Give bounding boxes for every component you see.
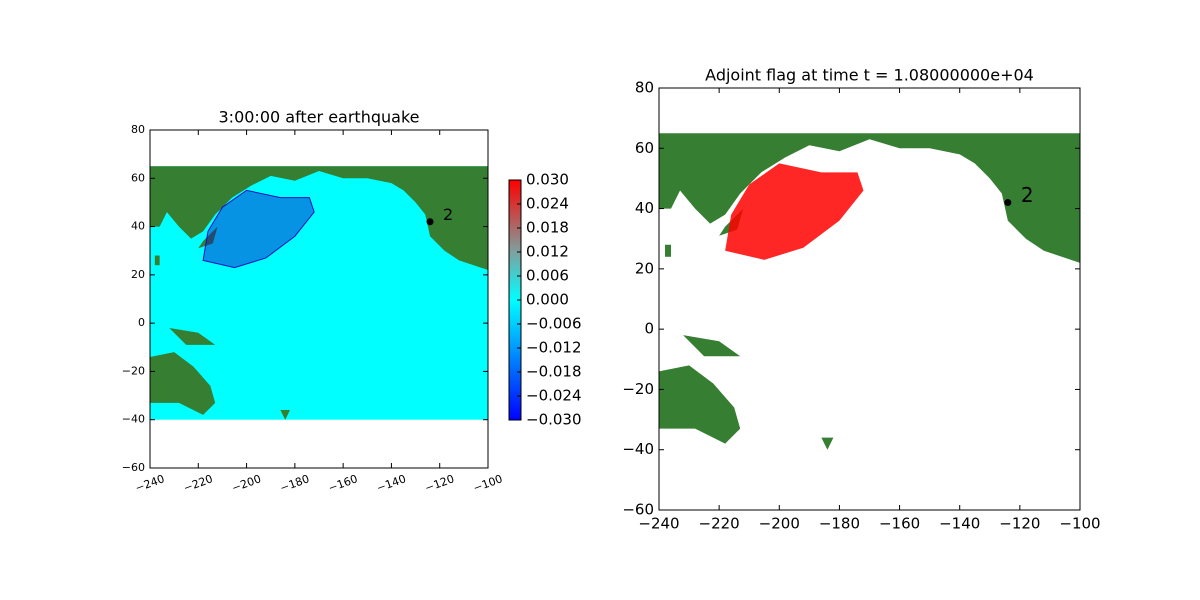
land xyxy=(150,352,216,415)
x-tick-label: −160 xyxy=(879,515,920,533)
colorbar-tick-label: −0.012 xyxy=(526,339,582,357)
wave-front xyxy=(202,189,315,269)
colorbar-tick-label: −0.024 xyxy=(526,387,582,405)
chart-title: Adjoint flag at time t = 1.08000000e+04 xyxy=(705,66,1034,85)
y-tick-label: −60 xyxy=(122,461,145,474)
y-tick-label: 40 xyxy=(635,199,654,217)
colorbar-tick-label: 0.018 xyxy=(526,219,569,237)
x-tick-label: −220 xyxy=(182,472,215,495)
land xyxy=(169,327,216,345)
land xyxy=(154,255,160,266)
land xyxy=(659,365,741,444)
plot-area xyxy=(659,133,1080,450)
chart-title: 3:00:00 after earthquake xyxy=(219,108,420,127)
x-tick-label: −140 xyxy=(939,515,980,533)
y-tick-label: 80 xyxy=(635,79,654,97)
y-tick-label: −40 xyxy=(122,413,145,426)
y-tick-label: −60 xyxy=(622,501,654,519)
land xyxy=(280,410,291,420)
gauge-label: 2 xyxy=(1021,183,1034,207)
x-tick-label: −100 xyxy=(1059,515,1100,533)
gauge xyxy=(1004,199,1012,207)
x-tick-label: −240 xyxy=(638,515,679,533)
colorbar-tick-label: 0.024 xyxy=(526,195,569,213)
y-tick-label: 20 xyxy=(131,268,145,281)
land xyxy=(665,244,672,257)
colorbar-tick-label: −0.006 xyxy=(526,315,582,333)
axes-frame xyxy=(658,87,1081,511)
y-tick-label: 20 xyxy=(635,259,654,277)
x-tick-label: −160 xyxy=(327,472,360,495)
land xyxy=(683,335,741,357)
land xyxy=(198,226,218,249)
y-tick-label: 40 xyxy=(131,220,145,233)
colorbar-tick-label: 0.006 xyxy=(526,267,569,285)
x-tick-label: −220 xyxy=(699,515,740,533)
y-tick-label: 0 xyxy=(644,320,654,338)
y-tick-label: −40 xyxy=(622,440,654,458)
x-tick-label: −120 xyxy=(423,472,456,495)
x-tick-label: −140 xyxy=(375,472,408,495)
x-tick-label: −180 xyxy=(819,515,860,533)
y-tick-label: 0 xyxy=(138,316,145,329)
colorbar-tick-label: −0.030 xyxy=(526,411,582,429)
flagged-region xyxy=(725,163,864,260)
x-tick-label: −100 xyxy=(471,472,504,495)
y-tick-label: 60 xyxy=(635,139,654,157)
y-tick-label: −20 xyxy=(622,380,654,398)
map-plot: −240 −220 −200 −180 −160 −140 −120 −100−60−40−2… xyxy=(122,108,582,495)
y-tick-label: 60 xyxy=(131,171,145,184)
colorbar-tick-label: 0.000 xyxy=(526,291,569,309)
x-tick-label: −200 xyxy=(230,472,263,495)
y-tick-label: −20 xyxy=(122,364,145,377)
colorbar-tick-label: 0.012 xyxy=(526,243,569,261)
gauge xyxy=(426,218,434,226)
map-plot: −240 −220 −200 −180 −160 −140 −120 −100−60−40−2… xyxy=(622,66,1100,533)
plot-area xyxy=(150,166,488,420)
land xyxy=(821,437,834,450)
axes-frame xyxy=(149,129,489,469)
land xyxy=(659,133,1080,263)
gauge-label: 2 xyxy=(443,205,453,224)
colorbar-tick-label: 0.030 xyxy=(526,171,569,189)
colorbar-tick-label: −0.018 xyxy=(526,363,582,381)
x-tick-label: −120 xyxy=(999,515,1040,533)
x-tick-label: −200 xyxy=(759,515,800,533)
y-tick-label: 80 xyxy=(131,123,145,136)
x-tick-label: −180 xyxy=(278,472,311,495)
x-tick-label: −240 xyxy=(133,472,166,495)
land xyxy=(150,166,488,271)
